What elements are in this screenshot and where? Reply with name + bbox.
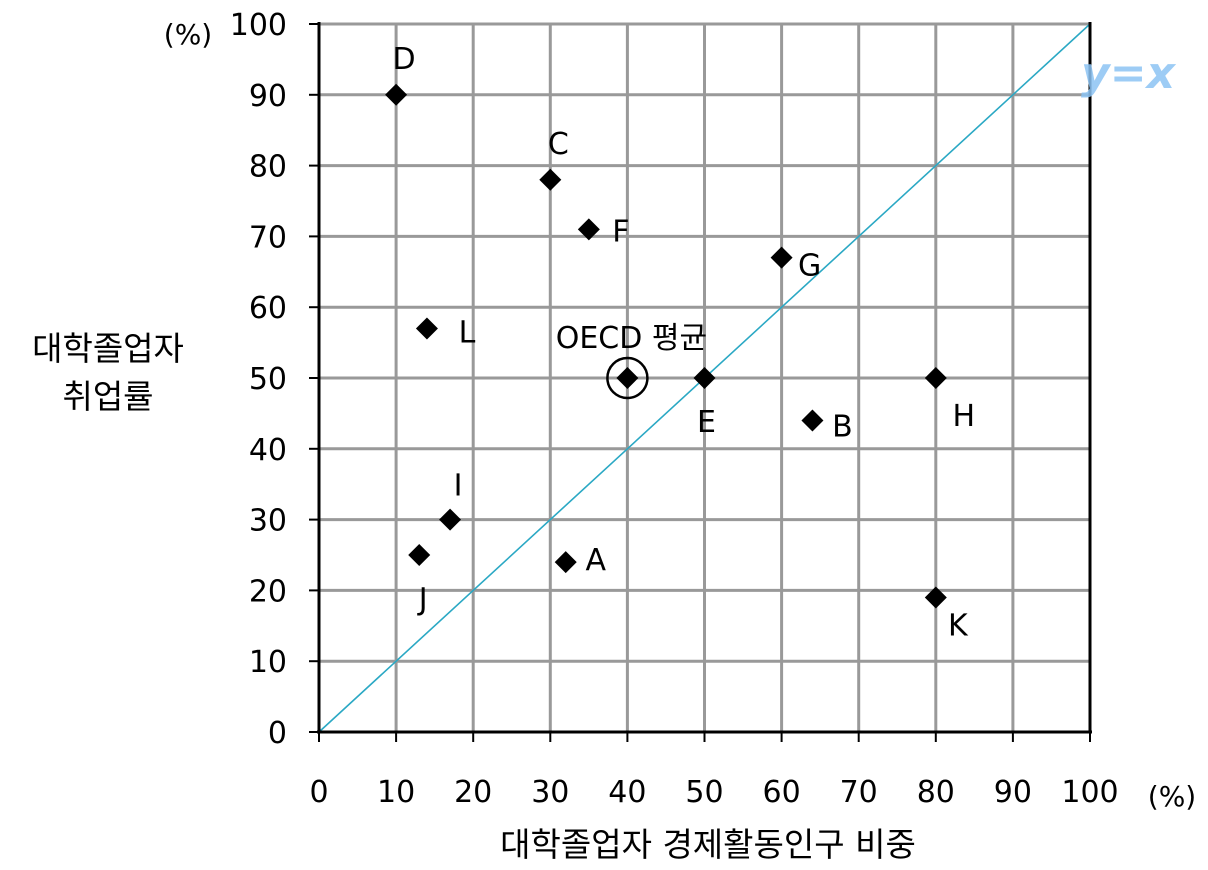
point-marker-b <box>801 409 824 432</box>
x-axis-label: 대학졸업자 경제활동인구 비중 <box>500 825 916 864</box>
x-tick-label: 100 <box>1061 775 1118 810</box>
x-unit-label: (%) <box>1148 780 1196 813</box>
point-marker-l <box>415 317 438 340</box>
x-tick-label: 60 <box>763 775 801 810</box>
point-label-i: I <box>454 469 463 504</box>
x-tick-label: 40 <box>608 775 646 810</box>
point-marker-k <box>924 586 947 609</box>
x-tick-label: 20 <box>454 775 492 810</box>
point-label-f: F <box>612 214 629 249</box>
x-tick-label: 30 <box>531 775 569 810</box>
point-label-a: A <box>585 543 606 578</box>
y-axis-label-line1: 대학졸업자 <box>32 329 184 368</box>
y-tick-label: 20 <box>249 574 287 609</box>
point-label-g: G <box>798 249 821 284</box>
y-tick-label: 10 <box>249 645 287 680</box>
x-tick-label: 90 <box>994 775 1032 810</box>
y-tick-label: 80 <box>249 150 287 185</box>
y-tick-label: 50 <box>249 362 287 397</box>
y-tick-label: 30 <box>249 504 287 539</box>
point-marker-j <box>408 544 431 566</box>
point-label-b: B <box>832 409 853 444</box>
tick-labels: 0 10 20 30 40 50 60 70 80 90 100 0 10 20 30 40 50 60 70 80 9… <box>230 8 1119 810</box>
x-tick-label: 80 <box>917 775 955 810</box>
point-label-k: K <box>948 608 969 643</box>
reference-line-label: y=x <box>1081 48 1177 99</box>
x-tick-label: 10 <box>377 775 415 810</box>
point-marker-h <box>924 367 947 389</box>
y-tick-label: 90 <box>249 79 287 114</box>
y-tick-label: 70 <box>249 220 287 255</box>
y-tick-label: 100 <box>230 8 287 43</box>
y-tick-label: 0 <box>268 716 287 751</box>
point-marker-i <box>439 508 462 531</box>
point-label-d: D <box>393 42 416 77</box>
point-label-h: H <box>953 399 976 434</box>
y-tick-label: 40 <box>249 433 287 468</box>
point-label-l: L <box>459 315 476 350</box>
x-tick-label: 50 <box>685 775 723 810</box>
point-marker-a <box>554 551 577 574</box>
oecd-average-label: OECD 평균 <box>556 321 707 356</box>
oecd-average-point <box>616 367 639 389</box>
oecd-average-marker: OECD 평균 <box>556 321 707 400</box>
axes <box>309 22 1092 742</box>
point-marker-c <box>539 168 562 191</box>
point-label-j: J <box>417 582 428 617</box>
point-marker-f <box>577 218 600 241</box>
point-label-e: E <box>697 405 716 440</box>
data-points: A B C D E F G H I J K L <box>385 42 976 643</box>
y-unit-label: (%) <box>164 18 212 51</box>
point-marker-d <box>385 83 408 106</box>
x-tick-label: 70 <box>840 775 878 810</box>
point-label-c: C <box>548 127 569 162</box>
y-tick-label: 60 <box>249 291 287 326</box>
x-tick-label: 0 <box>309 775 328 810</box>
point-marker-e <box>693 367 716 389</box>
y-axis-label-line2: 취업률 <box>62 377 153 416</box>
oecd-average-circle <box>606 356 649 400</box>
point-marker-g <box>770 246 793 269</box>
